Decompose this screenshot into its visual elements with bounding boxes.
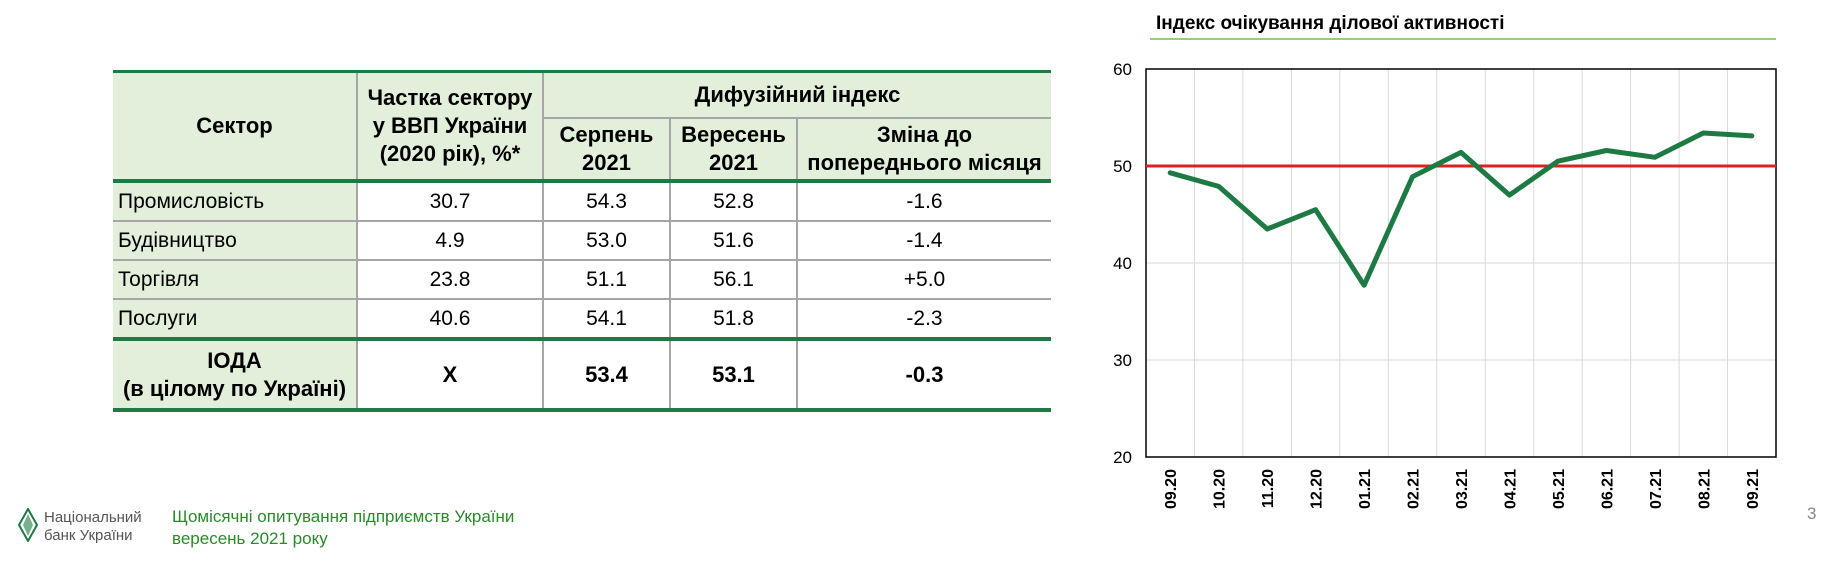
header-september: Вересень 2021 [669, 117, 798, 183]
total-sep: 53.1 [669, 337, 798, 412]
chart-title-underline [1150, 38, 1776, 40]
row-change: -1.6 [796, 180, 1051, 222]
row-change: -1.4 [796, 220, 1051, 261]
bank-name: Національний банк України [44, 509, 142, 545]
header-august: Серпень 2021 [543, 117, 671, 183]
header-sector: Сектор [113, 70, 358, 183]
row-sector: Будівництво [113, 220, 358, 261]
header-diffusion-index: Дифузійний індекс [542, 70, 1051, 119]
chart-title: Індекс очікування ділової активності [1156, 13, 1505, 34]
header-gdp-share: Частка сектору у ВВП України (2020 рік),… [356, 70, 544, 183]
bank-name-line1: Національний [44, 509, 142, 526]
x-tick-label: 10.20 [1212, 469, 1229, 509]
y-tick-label: 20 [1113, 448, 1132, 467]
row-sector: Послуги [113, 298, 358, 340]
x-tick-label: 11.20 [1260, 469, 1277, 508]
row-sep: 56.1 [669, 259, 798, 300]
business-expectations-chart: 20 30 40 50 60 09.20 10.20 11.20 12.20 01.21 02.21… [1113, 60, 1777, 509]
x-tick-label: 08.21 [1696, 469, 1713, 509]
x-tick-label: 07.21 [1648, 469, 1665, 509]
row-sector: Промисловість [113, 180, 358, 222]
survey-caption: Щомісячні опитування підприємств України… [172, 506, 514, 550]
x-tick-label: 12.20 [1309, 469, 1326, 509]
series-line [1167, 130, 1755, 288]
data-point [1751, 135, 1753, 137]
row-change: +5.0 [796, 259, 1051, 300]
sector-diffusion-table: Сектор Частка сектору у ВВП України (202… [113, 70, 1051, 412]
row-share: 4.9 [356, 220, 544, 261]
y-tick-label: 40 [1113, 254, 1132, 273]
x-tick-label: 01.21 [1357, 469, 1374, 509]
x-tick-label: 02.21 [1406, 469, 1423, 509]
total-sector: ІОДА (в цілому по Україні) [113, 337, 358, 412]
data-point [1218, 185, 1220, 187]
row-sep: 51.6 [669, 220, 798, 261]
x-tick-label: 04.21 [1502, 469, 1519, 509]
row-share: 40.6 [356, 298, 544, 340]
row-aug: 51.1 [542, 259, 671, 300]
table-row: Промисловість 30.7 54.3 52.8 -1.6 [113, 180, 1051, 222]
data-point [1460, 151, 1462, 153]
total-sector-line2: (в цілому по Україні) [122, 375, 347, 401]
data-point [1702, 132, 1704, 134]
x-tick-label: 05.21 [1551, 469, 1568, 509]
row-sep: 52.8 [669, 180, 798, 222]
row-share: 30.7 [356, 180, 544, 222]
total-row: ІОДА (в цілому по Україні) X 53.4 53.1 -… [113, 337, 1051, 412]
y-tick-label: 50 [1113, 157, 1132, 176]
data-point [1557, 160, 1559, 162]
table-row: Послуги 40.6 54.1 51.8 -2.3 [113, 298, 1051, 340]
data-point [1315, 209, 1317, 211]
header-change: Зміна до попереднього місяця [796, 117, 1051, 183]
table-row: Торгівля 23.8 51.1 56.1 +5.0 [113, 259, 1051, 300]
page-number: 3 [1807, 504, 1817, 523]
row-aug: 54.1 [542, 298, 671, 340]
row-sep: 51.8 [669, 298, 798, 340]
data-point [1363, 284, 1365, 286]
total-sector-line1: ІОДА [207, 347, 262, 373]
data-point [1412, 176, 1414, 178]
nbu-logo-icon [17, 508, 39, 542]
y-tick-label: 30 [1113, 351, 1132, 370]
plot-border [1145, 68, 1777, 458]
row-share: 23.8 [356, 259, 544, 300]
x-tick-label: 03.21 [1454, 469, 1471, 509]
survey-caption-line1: Щомісячні опитування підприємств України [172, 507, 515, 526]
total-aug: 53.4 [542, 337, 671, 412]
row-sector: Торгівля [113, 259, 358, 300]
survey-caption-line2: вересень 2021 року [172, 529, 328, 548]
row-change: -2.3 [796, 298, 1051, 340]
x-tick-label: 09.20 [1163, 469, 1180, 509]
data-point [1605, 149, 1607, 151]
row-aug: 53.0 [542, 220, 671, 261]
total-share: X [356, 337, 544, 412]
x-tick-label: 09.21 [1745, 469, 1762, 509]
y-tick-label: 60 [1113, 60, 1132, 79]
data-point [1654, 156, 1656, 158]
table-row: Будівництво 4.9 53.0 51.6 -1.4 [113, 220, 1051, 261]
total-change: -0.3 [796, 337, 1051, 412]
row-aug: 54.3 [542, 180, 671, 222]
x-tick-label: 06.21 [1599, 469, 1616, 509]
data-point [1169, 172, 1171, 174]
bank-name-line2: банк України [44, 527, 133, 544]
data-point [1508, 194, 1510, 196]
data-point [1266, 228, 1268, 230]
